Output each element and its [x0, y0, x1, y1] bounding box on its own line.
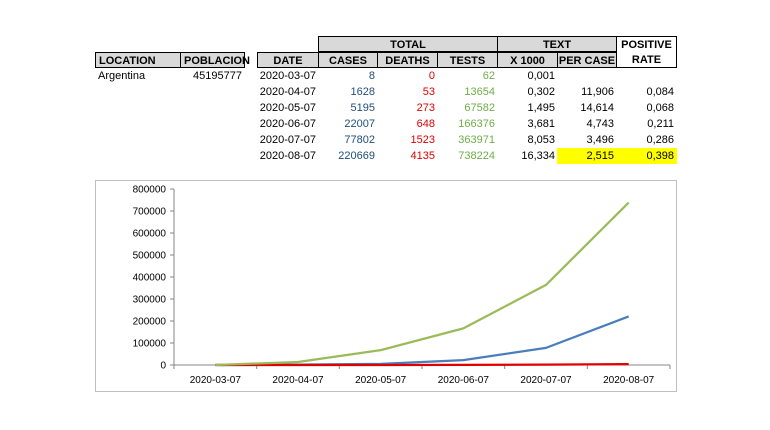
- row-per-case: 14,614: [580, 102, 614, 114]
- poblacion-value: 45195777: [193, 70, 242, 82]
- row-deaths: 648: [416, 118, 435, 130]
- deaths-header: DEATHS: [377, 52, 438, 68]
- chart-svg: 800000 700000 600000 500000 400000 300000 2000…: [133, 185, 671, 386]
- row-x1000: 0,302: [527, 86, 555, 98]
- x-tick-label: 2020-07-07: [520, 375, 572, 386]
- text-group-header: TEXT: [497, 36, 617, 52]
- y-tick-label: 300000: [133, 295, 167, 306]
- x-tick-label: 2020-03-07: [190, 375, 242, 386]
- y-tick-label: 600000: [133, 229, 167, 240]
- x-tick-label: 2020-04-07: [272, 375, 324, 386]
- x-tick-label: 2020-05-07: [355, 375, 407, 386]
- row-date: 2020-04-07: [259, 86, 316, 98]
- positive-header-line2: RATE: [631, 54, 662, 66]
- row-x1000: 1,495: [527, 102, 555, 114]
- row-rate: 0,084: [646, 86, 674, 98]
- row-tests: 363971: [458, 134, 495, 146]
- row-cases: 8: [368, 70, 375, 82]
- poblacion-header: POBLACION: [180, 52, 250, 68]
- row-date: 2020-07-07: [259, 134, 316, 146]
- row-cases: 5195: [350, 102, 375, 114]
- y-tick-label: 400000: [133, 273, 167, 284]
- location-header: LOCATION: [95, 52, 181, 68]
- cases-header: CASES: [318, 52, 378, 68]
- location-value: Argentina: [98, 70, 146, 82]
- row-cases: 22007: [344, 118, 375, 130]
- row-date: 2020-05-07: [259, 102, 316, 114]
- row-per-case: 3,496: [586, 134, 614, 146]
- row-deaths: 4135: [410, 150, 435, 162]
- row-rate: 0,211: [647, 118, 674, 130]
- x-tick-label: 2020-08-07: [603, 375, 655, 386]
- row-deaths: 273: [416, 102, 435, 114]
- series-line-1: [215, 362, 629, 367]
- row-per-case: 4,743: [586, 118, 614, 130]
- row-rate-highlighted: 0,398: [616, 148, 677, 164]
- y-tick-label: 200000: [133, 317, 167, 328]
- x-tick-label: 2020-06-07: [438, 375, 490, 386]
- y-tick-label: 700000: [133, 207, 167, 218]
- row-rate: 0,286: [646, 134, 674, 146]
- row-date: 2020-03-07: [259, 70, 316, 82]
- row-date: 2020-08-07: [259, 150, 316, 162]
- row-x1000: 0,001: [527, 70, 555, 82]
- line-chart: 800000 700000 600000 500000 400000 300000 2000…: [95, 180, 677, 392]
- row-date: 2020-06-07: [259, 118, 316, 130]
- row-rate: [616, 68, 677, 84]
- row-cases: 220669: [338, 150, 375, 162]
- row-x1000: 3,681: [527, 118, 555, 130]
- row-tests: 738224: [458, 150, 495, 162]
- row-per-case: 11,906: [581, 86, 614, 98]
- row-deaths: 53: [422, 86, 435, 98]
- positive-rate-header: POSITIVE RATE: [616, 36, 677, 68]
- row-per-case-highlighted: 2,515: [557, 148, 617, 164]
- row-x1000: 8,053: [527, 134, 555, 146]
- row-cases: 77802: [344, 134, 375, 146]
- row-deaths: 0: [428, 70, 435, 82]
- date-header: DATE: [257, 52, 319, 68]
- y-tick-label: 0: [160, 361, 166, 372]
- tests-header: TESTS: [437, 52, 498, 68]
- row-x1000: 16,334: [521, 150, 555, 162]
- total-group-header: TOTAL: [318, 36, 498, 52]
- y-tick-label: 800000: [133, 185, 167, 196]
- series-line-0: [215, 315, 630, 367]
- row-tests: 166376: [458, 118, 495, 130]
- x1000-header: X 1000: [497, 52, 558, 68]
- row-rate: 0,068: [646, 102, 674, 114]
- y-tick-label: 100000: [133, 339, 167, 350]
- row-tests: 13654: [464, 86, 495, 98]
- positive-header-line1: POSITIVE: [621, 39, 672, 51]
- series-line-2: [215, 201, 630, 367]
- row-deaths: 1523: [410, 134, 435, 146]
- per-case-header: PER CASE: [557, 52, 617, 68]
- y-tick-label: 500000: [133, 251, 167, 262]
- row-cases: 1628: [350, 86, 375, 98]
- row-tests: 62: [482, 70, 495, 82]
- row-per-case: [557, 68, 617, 84]
- row-tests: 67582: [464, 102, 495, 114]
